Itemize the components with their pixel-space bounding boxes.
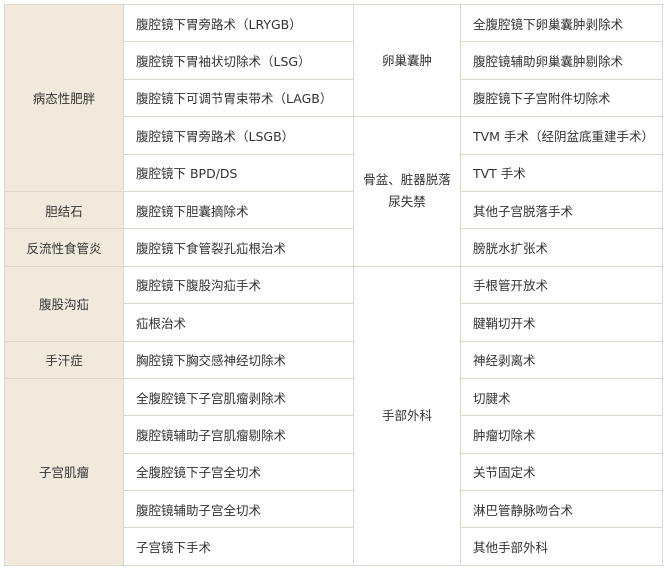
procedure-cell: 全腹腔镜下卵巢囊肿剥除术: [460, 3, 663, 43]
procedure-cell: 胸腔镜下胸交感神经切除术: [123, 340, 354, 379]
table-row: 腹股沟疝 腹腔镜下腹股沟疝手术 手部外科 手根管开放术: [4, 265, 663, 566]
procedure-cell: 腹腔镜下胆囊摘除术: [123, 190, 354, 230]
procedure-cell: TVM 手术（经阴盆底重建手术）: [460, 116, 663, 155]
procedure-cell: 疝根治术: [123, 303, 354, 342]
table-row: 子宫镜下手术 其他手部外科: [5, 527, 663, 566]
procedure-cell: 腹腔镜下可调节胃束带术（LAGB）: [123, 78, 354, 118]
table-row: 病态性肥胖 腹腔镜下胃旁路术（LRYGB） 卵巢囊肿 全腹腔镜下卵巢囊肿剥除术: [4, 3, 663, 192]
procedure-cell: 腹腔镜下 BPD/DS: [123, 153, 354, 192]
procedure-cell: 子宫镜下手术: [123, 527, 354, 566]
table-row: 腹腔镜下胃袖状切除术（LSG） 腹腔镜辅助卵巢囊肿剔除术: [5, 41, 663, 80]
category-cell: 骨盆、脏器脱落尿失禁: [353, 116, 461, 267]
table-row: 疝根治术 腱鞘切开术: [5, 303, 663, 342]
procedure-cell: 关节固定术: [460, 452, 663, 492]
category-cell: 手汗症: [4, 340, 124, 379]
procedure-cell: 其他手部外科: [460, 527, 663, 566]
table-row: 腹腔镜下胃旁路术（LSGB） 骨盆、脏器脱落尿失禁 TVM 手术（经阴盆底重建手术）: [5, 116, 663, 267]
category-cell: 腹股沟疝: [4, 265, 124, 342]
table-row: 手汗症 胸腔镜下胸交感神经切除术 神经剥离术: [4, 340, 663, 379]
procedure-cell: 腹腔镜下食管裂孔疝根治术: [123, 228, 354, 267]
procedure-cell: 腹腔镜下胃袖状切除术（LSG）: [123, 41, 354, 80]
procedure-cell: 膀胱水扩张术: [460, 228, 663, 267]
procedure-cell: 淋巴管静脉吻合术: [460, 490, 663, 529]
procedure-cell: 全腹腔镜下子宫全切术: [123, 452, 354, 492]
surgery-table: 病态性肥胖 腹腔镜下胃旁路术（LRYGB） 卵巢囊肿 全腹腔镜下卵巢囊肿剥除术 腹腔镜下…: [4, 3, 663, 566]
procedure-cell: 腹腔镜下胃旁路术（LSGB）: [123, 116, 354, 155]
procedure-cell: 腱鞘切开术: [460, 303, 663, 342]
category-cell: 手部外科: [353, 265, 461, 566]
category-cell: 反流性食管炎: [4, 228, 124, 267]
procedure-cell: 腹腔镜下胃旁路术（LRYGB）: [123, 3, 354, 43]
procedure-cell: 神经剥离术: [460, 340, 663, 379]
table-row: 腹腔镜下可调节胃束带术（LAGB） 腹腔镜下子宫附件切除术: [5, 78, 663, 118]
procedure-cell: 腹腔镜辅助卵巢囊肿剔除术: [460, 41, 663, 80]
procedure-cell: 肿瘤切除术: [460, 415, 663, 454]
procedure-cell: 腹腔镜下子宫附件切除术: [460, 78, 663, 118]
table-row: 腹腔镜辅助子宫全切术 淋巴管静脉吻合术: [5, 490, 663, 529]
procedure-cell: 手根管开放术: [460, 265, 663, 305]
table-row: 腹腔镜辅助子宫肌瘤剔除术 肿瘤切除术: [5, 415, 663, 454]
category-cell: 子宫肌瘤: [4, 377, 124, 566]
procedure-cell: 腹腔镜下腹股沟疝手术: [123, 265, 354, 305]
table-row: 全腹腔镜下子宫全切术 关节固定术: [5, 452, 663, 492]
procedure-cell: 其他子宫脱落手术: [460, 190, 663, 230]
table-row: 子宫肌瘤 全腹腔镜下子宫肌瘤剥除术 切腱术: [4, 377, 663, 566]
procedure-cell: TVT 手术: [460, 153, 663, 192]
procedure-cell: 腹腔镜辅助子宫全切术: [123, 490, 354, 529]
procedure-cell: 全腹腔镜下子宫肌瘤剥除术: [123, 377, 354, 417]
procedure-cell: 切腱术: [460, 377, 663, 417]
category-cell: 病态性肥胖: [4, 4, 124, 192]
category-cell: 胆结石: [4, 190, 124, 230]
table-row: 反流性食管炎 腹腔镜下食管裂孔疝根治术 膀胱水扩张术: [4, 228, 663, 267]
table-row: 胆结石 腹腔镜下胆囊摘除术 其他子宫脱落手术: [4, 190, 663, 230]
procedure-cell: 腹腔镜辅助子宫肌瘤剔除术: [123, 415, 354, 454]
category-cell: 卵巢囊肿: [353, 3, 461, 118]
